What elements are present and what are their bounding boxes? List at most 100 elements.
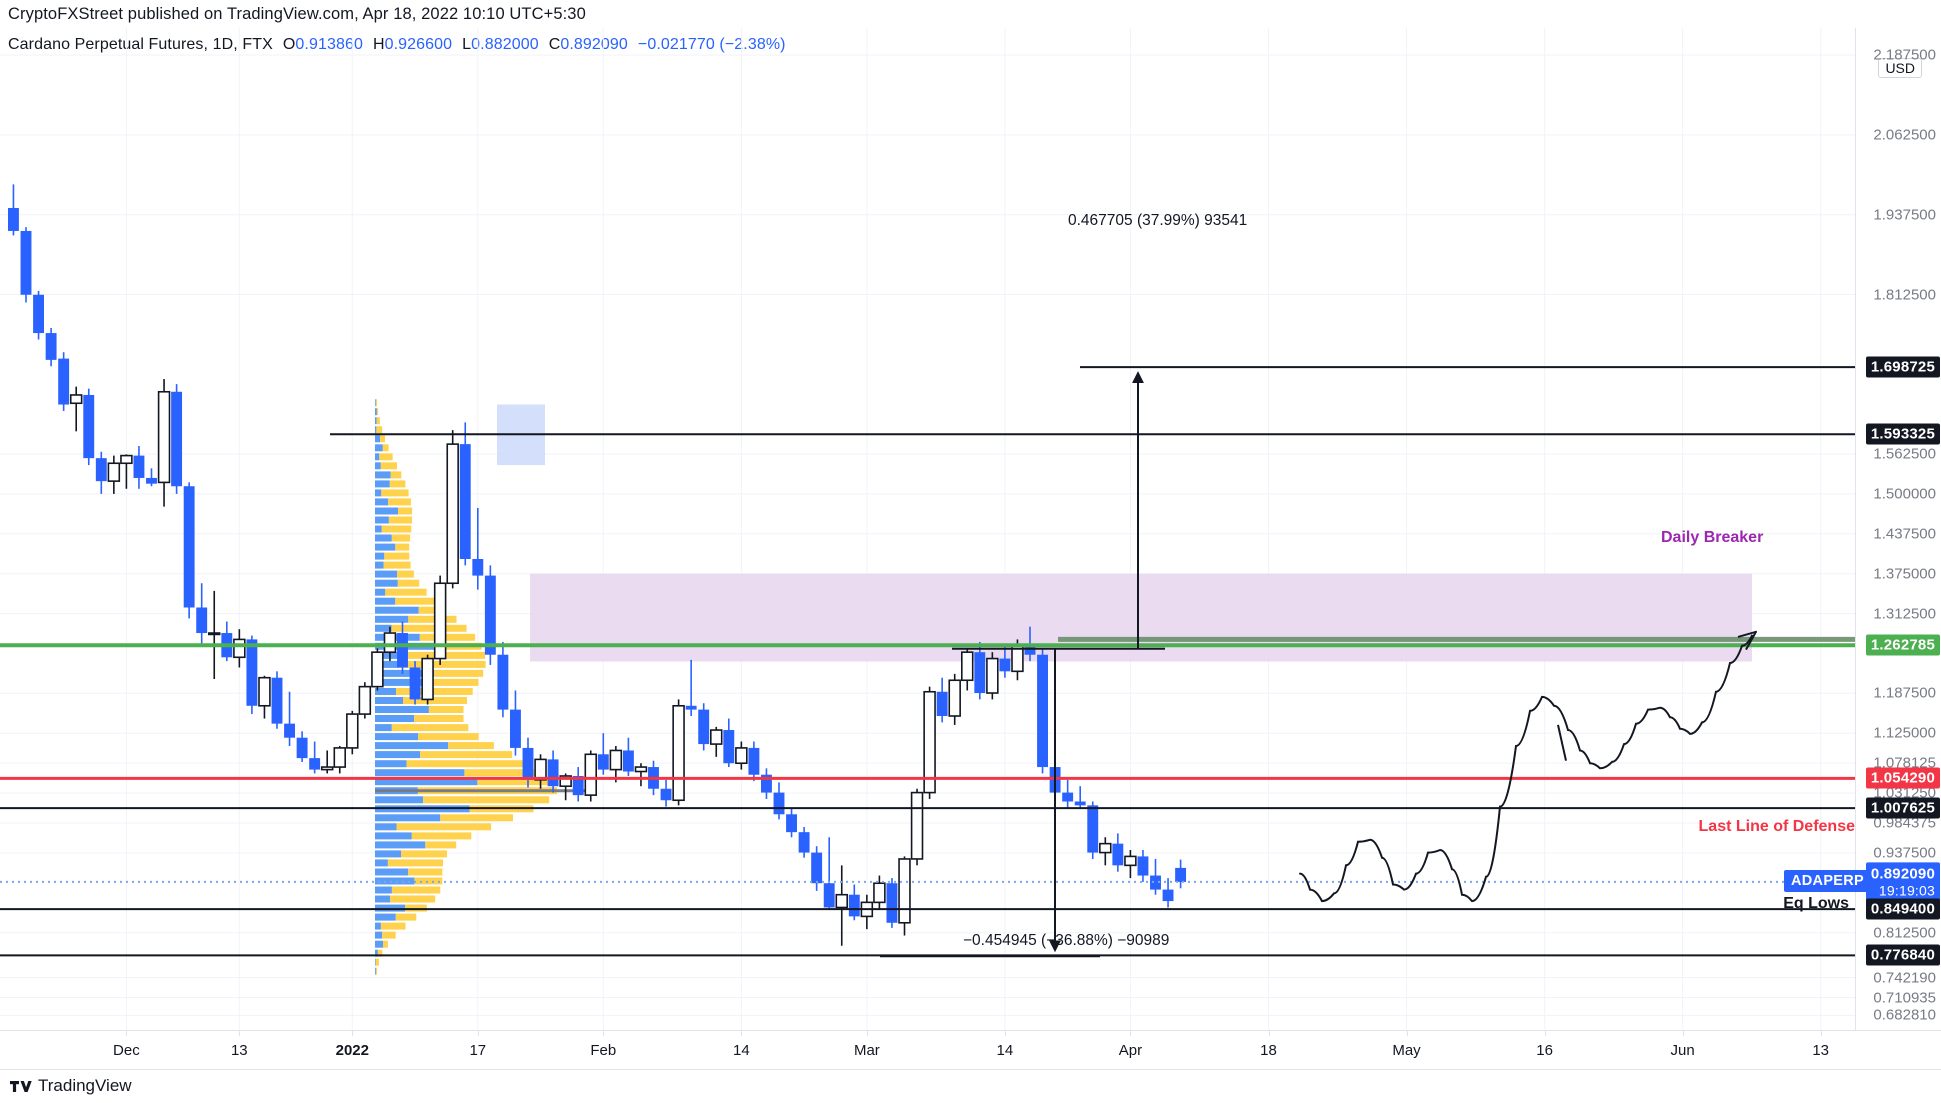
close-value: 0.892090 — [560, 36, 628, 53]
volume-profile-buy-row — [375, 453, 380, 461]
volume-profile-buy-row — [375, 480, 390, 488]
candle-body — [735, 747, 748, 765]
volume-profile-sell-row — [383, 940, 388, 948]
candle-body — [773, 792, 785, 815]
candle-body — [986, 657, 999, 694]
candle-body — [873, 882, 886, 904]
volume-profile-buy-row — [375, 715, 415, 722]
time-tick-mark — [352, 1031, 354, 1036]
candle-body — [120, 454, 133, 465]
projection-arrowhead — [1737, 630, 1757, 651]
candle-body — [58, 358, 70, 405]
price-badge-dark[interactable]: 0.776840 — [1865, 944, 1940, 966]
time-tick-mark — [477, 1031, 479, 1036]
price-axis[interactable]: USD 2.187500 2.062500 1.937500 1.812500 1.56… — [1855, 28, 1941, 1030]
change-value: −0.021770 (−2.38%) — [637, 36, 786, 53]
candle-body — [1112, 843, 1124, 866]
price-badge-dark[interactable]: 0.849400 — [1865, 898, 1940, 920]
volume-profile-buy-row — [375, 940, 383, 948]
time-tick-label: 17 — [469, 1042, 487, 1059]
candle-body — [1150, 875, 1161, 890]
candle-body — [157, 390, 171, 484]
volume-profile-buy-row — [375, 471, 391, 479]
candle-body — [522, 747, 534, 780]
price-badge-blue[interactable]: 0.892090 19:19:03 — [1865, 862, 1940, 902]
chart-plot-area[interactable] — [0, 28, 1855, 1030]
volume-profile-sell-row — [377, 949, 383, 957]
volume-profile-buy-row — [375, 552, 385, 560]
time-tick-label: Dec — [113, 1042, 140, 1059]
volume-profile-buy-row — [375, 751, 421, 759]
open-value: 0.913860 — [295, 36, 363, 53]
currency-chip: USD — [1878, 58, 1922, 78]
price-tick-label: 1.937500 — [1873, 206, 1936, 224]
price-tick-label: 0.984375 — [1873, 814, 1936, 832]
candle-body — [748, 747, 760, 775]
volume-profile-buy-row — [375, 850, 401, 858]
candle-body — [1074, 801, 1086, 806]
volume-profile-sell-row — [414, 715, 464, 722]
volume-profile-sell-row — [391, 624, 467, 632]
volume-profile-sell-row — [390, 895, 436, 903]
volume-profile-buy-row — [375, 660, 400, 668]
volume-profile-sell-row — [391, 534, 411, 542]
candle-body — [1099, 842, 1112, 854]
price-badge-dark[interactable]: 1.698725 — [1865, 356, 1940, 378]
tradingview-wordmark: TradingView — [38, 1076, 132, 1095]
candle-body — [1062, 792, 1074, 802]
candle-body — [371, 651, 384, 688]
time-tick-mark — [866, 1031, 868, 1036]
candle-body — [960, 651, 974, 682]
candle-body — [534, 758, 547, 781]
candle-body — [95, 458, 107, 482]
price-badge-green[interactable]: 1.262785 — [1865, 634, 1940, 656]
volume-profile-sell-row — [381, 525, 412, 533]
volume-profile-sell-row — [379, 453, 393, 461]
time-tick-mark — [1820, 1031, 1822, 1036]
candle-body — [233, 638, 246, 659]
volume-profile-buy-row — [375, 967, 376, 975]
volume-profile-buy-row — [375, 570, 398, 578]
volume-profile-sell-row — [418, 606, 446, 614]
candle-body — [1037, 654, 1048, 768]
candle-body — [497, 654, 509, 710]
candle-body — [309, 758, 321, 770]
candle-body — [1124, 855, 1137, 867]
volume-profile-sell-row — [397, 579, 420, 587]
symbol-title[interactable]: Cardano Perpetual Futures, 1D, FTX — [8, 36, 273, 53]
volume-profile-buy-row — [375, 688, 397, 695]
candle-body — [433, 582, 447, 660]
candle-body — [284, 723, 295, 738]
volume-profile-sell-row — [411, 832, 472, 840]
volume-profile-buy-row — [375, 507, 398, 515]
countdown-timer: 19:19:03 — [1878, 882, 1935, 899]
candle-body — [107, 462, 121, 482]
time-tick-mark — [1004, 1031, 1006, 1036]
volume-profile-sell-row — [376, 417, 380, 425]
candle-body — [1087, 805, 1099, 853]
price-tick-label: 1.812500 — [1873, 286, 1936, 303]
candle-body — [910, 791, 924, 860]
volume-profile-sell-row — [382, 444, 389, 452]
time-tick-label: 16 — [1536, 1042, 1553, 1059]
price-badge-red[interactable]: 1.054290 — [1865, 767, 1940, 789]
candle-body — [20, 230, 32, 295]
candle-body — [597, 754, 609, 770]
volume-profile-buy-row — [375, 606, 419, 614]
volume-profile-buy-row — [375, 678, 432, 686]
candle-body — [133, 455, 145, 478]
volume-profile-buy-row — [375, 462, 381, 470]
volume-profile-sell-row — [425, 841, 457, 849]
price-tick-label: 0.812500 — [1873, 924, 1936, 942]
volume-profile-sell-row — [375, 967, 377, 975]
candle-body — [409, 667, 421, 700]
time-axis[interactable]: Dec 13 2022 17 Feb 14 Mar 14 Apr 18 May 16 Jun 13 — [0, 1030, 1941, 1070]
tradingview-logo-icon — [10, 1079, 32, 1094]
publish-attribution: CryptoFXStreet published on TradingView.… — [8, 5, 586, 23]
time-tick-mark — [239, 1031, 241, 1036]
volume-profile-sell-row — [464, 769, 547, 777]
time-tick-label: 14 — [996, 1042, 1014, 1059]
price-badge-dark[interactable]: 1.007625 — [1865, 797, 1940, 819]
volume-profile-buy-row — [375, 417, 377, 425]
price-badge-dark[interactable]: 1.593325 — [1865, 423, 1940, 445]
